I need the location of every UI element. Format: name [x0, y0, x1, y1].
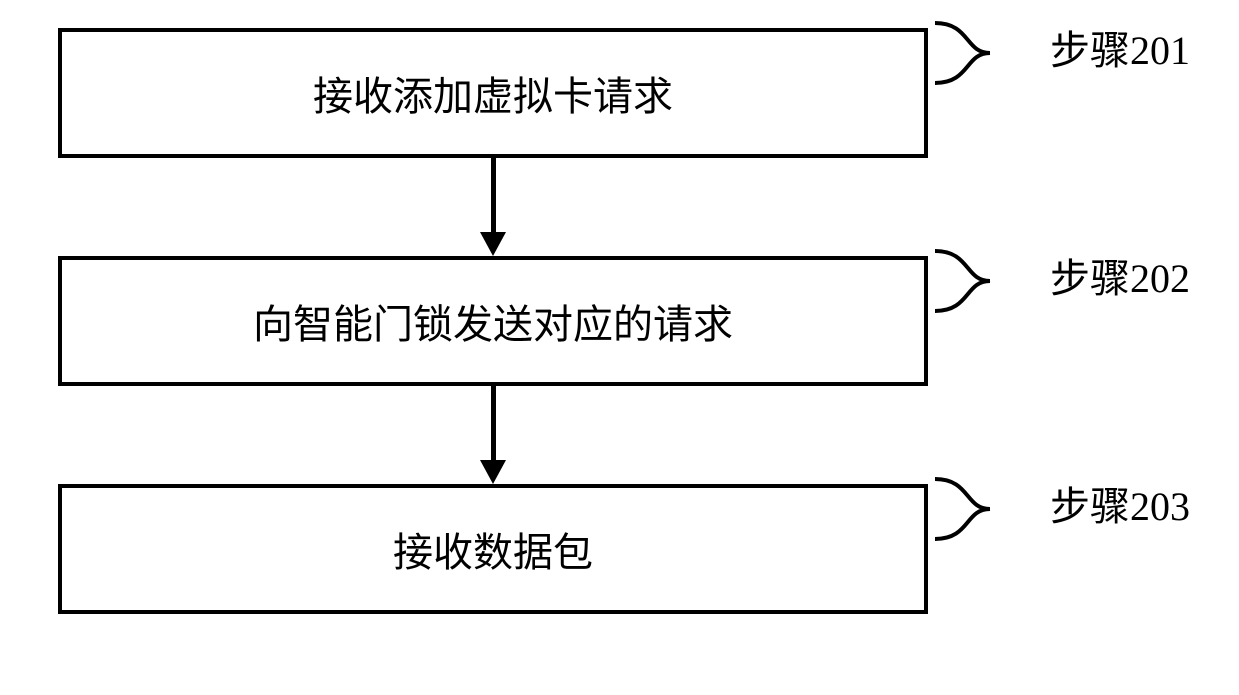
arrow-down-icon	[480, 460, 506, 484]
flow-edge	[491, 386, 496, 460]
flow-node-label: 向智能门锁发送对应的请求	[253, 292, 733, 350]
brace-icon	[935, 18, 1025, 88]
step-label-201: 步骤201	[1050, 18, 1190, 76]
flow-node-label: 接收数据包	[393, 520, 593, 578]
step-label-202: 步骤202	[1050, 246, 1190, 304]
brace-icon	[935, 246, 1025, 316]
flow-node-step201: 接收添加虚拟卡请求	[58, 28, 928, 158]
flowchart-canvas: 接收添加虚拟卡请求 步骤201 向智能门锁发送对应的请求 步骤202 接收数据包…	[0, 0, 1239, 695]
arrow-down-icon	[480, 232, 506, 256]
step-label-203: 步骤203	[1050, 474, 1190, 532]
flow-edge	[491, 158, 496, 232]
brace-icon	[935, 474, 1025, 544]
flow-node-step203: 接收数据包	[58, 484, 928, 614]
flow-node-label: 接收添加虚拟卡请求	[313, 64, 673, 122]
flow-node-step202: 向智能门锁发送对应的请求	[58, 256, 928, 386]
